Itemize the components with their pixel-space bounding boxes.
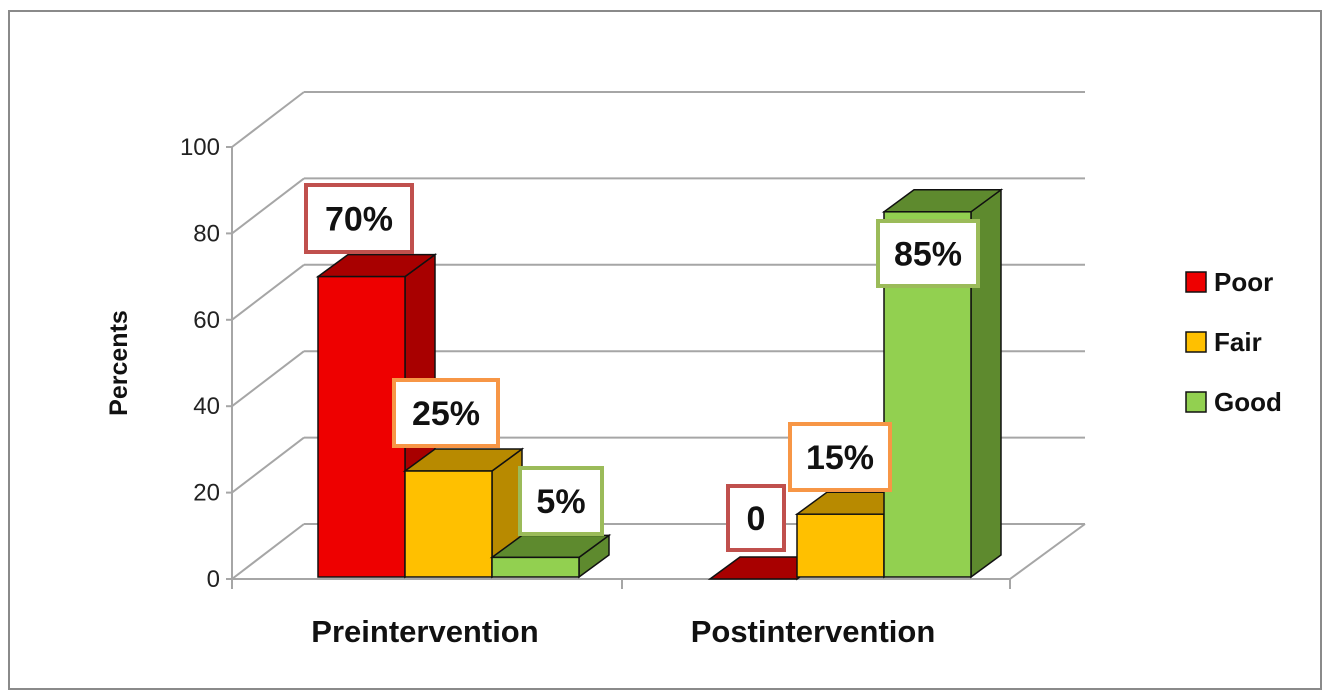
data-label-fair-postintervention: 15% [788,422,892,492]
bar-good-preintervention [489,533,612,579]
data-label-text: 85% [894,236,962,274]
y-tick-label: 100 [180,134,220,161]
data-label-box [518,466,604,536]
gridline-side [231,91,305,148]
data-label-text: 5% [536,483,585,521]
y-axis: 0 20 40 60 80 100 [180,134,232,593]
data-label-good-preintervention: 5% [518,466,604,536]
legend-item-poor: Poor [1185,267,1273,297]
data-label-fair-preintervention: 25% [392,378,500,448]
bar-front-face [796,513,885,578]
data-label-box [392,378,500,448]
data-label-text: 70% [325,201,393,239]
data-label-box [726,484,786,552]
data-label-box [788,422,892,492]
legend-label: Good [1214,387,1282,417]
data-label-box [876,219,980,288]
legend-swatch [1185,331,1207,353]
bar-chart: 0 20 40 60 80 100 Percents Preintervention Pos… [105,91,1282,649]
data-labels: 70% 25% 5% 0 15% 85% [304,183,980,552]
y-axis-label: Percents [105,310,133,416]
gridline-side [231,264,305,321]
chart-frame: 0 20 40 60 80 100 Percents Preintervention Pos… [8,10,1322,690]
gridline-side [231,523,305,580]
floor-right-edge [1009,523,1086,580]
y-tick-label: 80 [193,220,220,247]
legend-label: Poor [1214,267,1273,297]
legend-item-fair: Fair [1185,327,1262,357]
gridline-side [231,350,305,407]
bar-fair-preintervention [402,447,525,579]
legend-label: Fair [1214,327,1262,357]
data-label-poor-postintervention: 0 [726,484,786,552]
data-label-poor-preintervention: 70% [304,183,414,254]
legend: Poor Fair Good [1185,267,1282,417]
data-label-box [304,183,414,254]
x-category-label: Preintervention [311,614,538,649]
bar-front-face [491,556,580,578]
y-tick-label: 60 [193,307,220,334]
y-tick-label: 0 [207,566,220,593]
gridline-side [231,436,305,494]
x-category-label: Postintervention [691,614,936,649]
legend-swatch [1185,391,1207,413]
data-label-good-postintervention: 85% [876,219,980,288]
gridline-side [231,177,305,235]
data-label-text: 0 [747,500,766,538]
bar-front-face [404,470,493,578]
bars [315,188,1004,581]
legend-swatch [1185,271,1207,293]
y-tick-label: 40 [193,393,220,420]
legend-item-good: Good [1185,387,1282,417]
y-tick-label: 20 [193,480,220,507]
data-label-text: 15% [806,439,874,477]
x-axis: Preintervention Postintervention [231,579,1011,649]
bar-front-face [317,275,406,578]
data-label-text: 25% [412,395,480,433]
